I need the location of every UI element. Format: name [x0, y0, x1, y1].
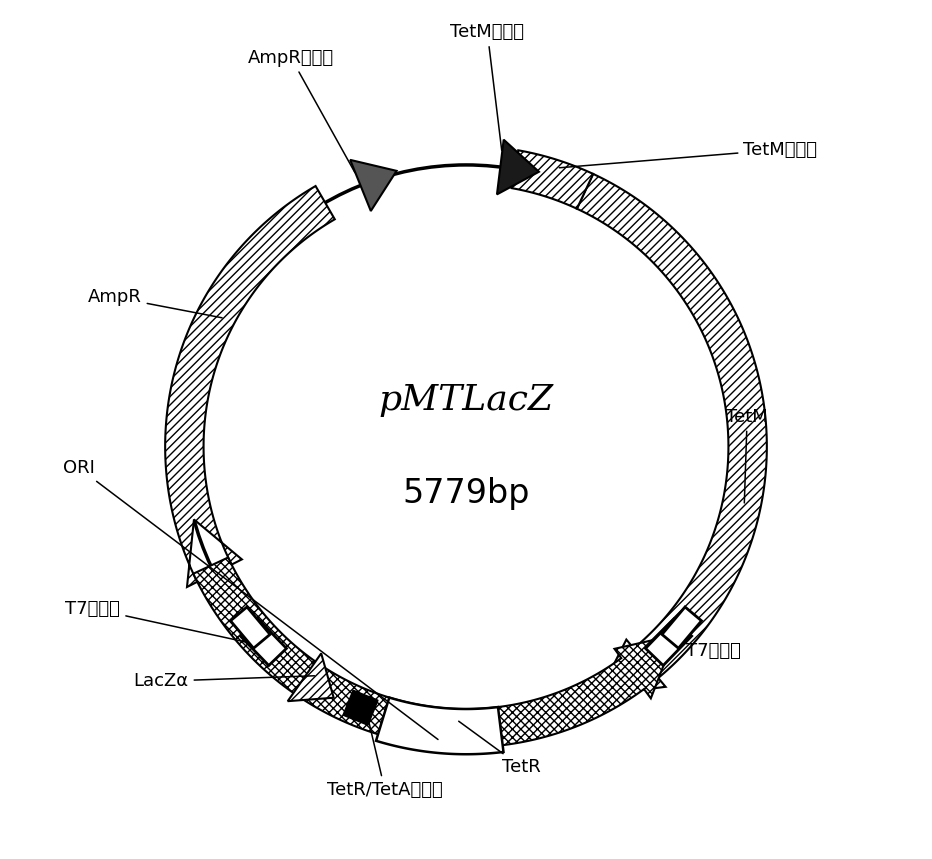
Text: TetR/TetA启动子: TetR/TetA启动子 [327, 703, 443, 799]
Text: ORI: ORI [62, 459, 438, 740]
Text: 5779bp: 5779bp [403, 477, 529, 510]
Text: LacZα: LacZα [133, 673, 314, 691]
Polygon shape [497, 140, 539, 194]
Text: pMTLacZ: pMTLacZ [378, 382, 554, 417]
Polygon shape [230, 607, 270, 649]
Polygon shape [376, 698, 503, 754]
Text: TetM前导肽: TetM前导肽 [559, 141, 817, 168]
Polygon shape [165, 186, 335, 587]
Polygon shape [343, 690, 378, 725]
Text: TetM启动子: TetM启动子 [450, 23, 525, 150]
Polygon shape [240, 619, 286, 666]
Polygon shape [646, 619, 692, 666]
Polygon shape [288, 654, 334, 701]
Polygon shape [577, 174, 767, 695]
Polygon shape [193, 557, 676, 747]
Polygon shape [350, 160, 397, 211]
Text: AmpR: AmpR [88, 289, 222, 318]
Text: T7终止子: T7终止子 [65, 600, 246, 642]
Text: T7终止子: T7终止子 [680, 643, 741, 661]
Text: TetR: TetR [459, 722, 541, 776]
Polygon shape [662, 607, 702, 649]
Text: AmpR启动子: AmpR启动子 [248, 49, 355, 173]
Text: TetM: TetM [726, 408, 768, 503]
Polygon shape [512, 150, 593, 209]
